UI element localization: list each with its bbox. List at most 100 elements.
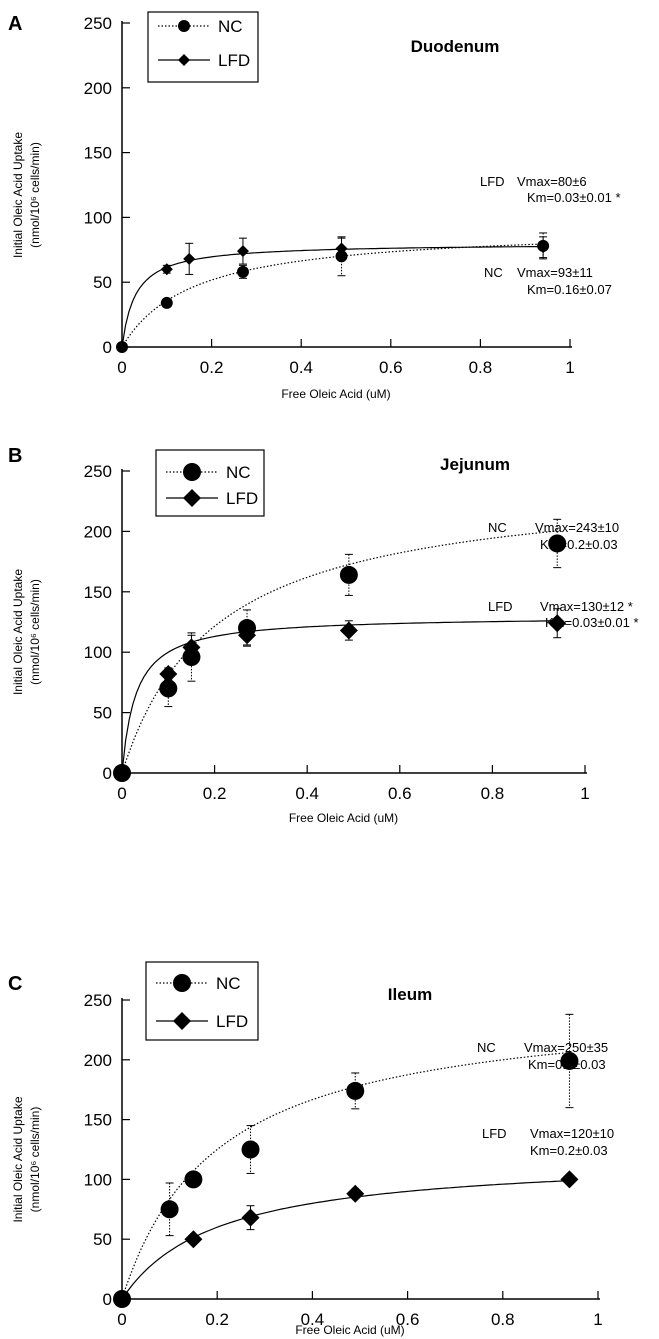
legend-marker-lfd: [183, 489, 201, 507]
x-tick-label: 0.2: [205, 1310, 229, 1329]
kinetics-annotation-nc: NC Vmax=250±35 Km=0.2±0.03: [477, 1040, 608, 1072]
panel-letter: B: [8, 445, 22, 467]
data-point-nc: [241, 1140, 260, 1159]
panel-title: Jejunum: [440, 455, 510, 474]
annotation-vmax: Vmax=93±11: [517, 265, 593, 280]
data-point-lfd: [548, 614, 567, 633]
panel-letter: C: [8, 973, 22, 995]
x-tick-label: 0.8: [481, 784, 505, 803]
y-tick-label: 200: [84, 1051, 112, 1070]
annotation-km: Km=0.16±0.07: [527, 282, 612, 297]
x-axis-label: Free Oleic Acid (uM): [289, 811, 398, 825]
data-point-nc: [548, 534, 567, 553]
data-point-lfd: [335, 242, 348, 255]
panel-c: C Ileum 0 50 100 150 200 250 0 0.2 0.4 0.6 0.8 1 Free …: [8, 961, 614, 1337]
data-point-nc: [560, 1051, 579, 1070]
annotation-group-label: LFD: [480, 174, 505, 189]
y-tick-label: 0: [103, 1290, 112, 1309]
y-tick-label: 200: [84, 79, 112, 98]
y-tick-label: 150: [84, 583, 112, 602]
x-tick-label: 0.2: [203, 784, 227, 803]
legend-label-lfd: LFD: [226, 489, 258, 508]
panel-letter: A: [8, 13, 22, 35]
x-tick-label: 0.2: [200, 358, 224, 377]
legend: NC LFD: [147, 11, 259, 83]
data-point-lfd: [116, 341, 128, 353]
legend-label-nc: NC: [218, 17, 243, 36]
data-point-lfd: [339, 621, 358, 640]
x-tick-label: 1: [565, 358, 574, 377]
fit-curve-lfd: [121, 245, 544, 348]
legend-marker-nc: [183, 463, 201, 481]
data-point-nc: [236, 265, 249, 278]
y-axis-label: Initial Oleic Acid Uptake (nmol/10⁶ cells…: [11, 569, 42, 695]
data-point-lfd: [160, 263, 173, 276]
kinetics-annotation-nc: NC Vmax=243±10 Km=0.2±0.03: [488, 520, 619, 552]
data-point-nc: [346, 1081, 365, 1100]
x-tick-label: 0: [117, 358, 126, 377]
legend-label-lfd: LFD: [218, 51, 250, 70]
panel-title: Ileum: [388, 985, 432, 1004]
legend-label-nc: NC: [226, 463, 251, 482]
data-point-lfd: [241, 1208, 260, 1227]
x-axis-label: Free Oleic Acid (uM): [295, 1323, 404, 1337]
annotation-km: Km=0.2±0.03: [528, 1057, 606, 1072]
y-tick-label: 0: [103, 764, 112, 783]
annotation-vmax: Vmax=130±12 *: [540, 599, 633, 614]
data-point-lfd: [113, 1290, 131, 1308]
legend-box: [147, 11, 259, 83]
x-tick-label: 0.8: [469, 358, 493, 377]
y-axis-label: Initial Oleic Acid Uptake (nmol/10⁶ cells…: [11, 132, 42, 258]
x-axis-label: Free Oleic Acid (uM): [281, 387, 390, 401]
x-tick-label: 0: [117, 784, 126, 803]
x-tick-label: 0.4: [295, 784, 319, 803]
y-tick-label: 250: [84, 462, 112, 481]
y-tick-label: 50: [93, 273, 112, 292]
x-tick-label: 0.6: [388, 784, 412, 803]
data-point-nc: [159, 679, 178, 698]
annotation-group-label: NC: [484, 265, 503, 280]
legend-marker-lfd: [178, 54, 190, 66]
legend-marker-nc: [178, 20, 190, 32]
data-point-nc: [160, 1200, 179, 1219]
kinetics-annotation-lfd: LFD Vmax=120±10 Km=0.2±0.03: [482, 1126, 614, 1158]
y-axis-label: Initial Oleic Acid Uptake (nmol/10⁶ cells…: [11, 1096, 42, 1222]
legend-label-lfd: LFD: [216, 1012, 248, 1031]
y-tick-label: 150: [84, 1111, 112, 1130]
x-tick-label: 0: [117, 1310, 126, 1329]
annotation-vmax: Vmax=80±6: [517, 174, 587, 189]
data-point-lfd: [537, 241, 550, 254]
legend-marker-lfd: [173, 1012, 191, 1030]
legend-label-nc: NC: [216, 974, 241, 993]
data-point-lfd: [159, 664, 178, 683]
legend: NC LFD: [155, 449, 265, 517]
y-tick-label: 100: [84, 1170, 112, 1189]
y-tick-label: 200: [84, 522, 112, 541]
annotation-group-label: NC: [477, 1040, 496, 1055]
x-tick-label: 1: [580, 784, 589, 803]
data-point-lfd: [183, 252, 196, 265]
data-point-nc: [184, 1170, 203, 1189]
fit-curve-lfd: [121, 620, 558, 774]
kinetics-annotation-lfd: LFD Vmax=130±12 *Km=0.03±0.01 *: [488, 599, 639, 630]
fit-curve-nc: [121, 1051, 570, 1300]
annotation-vmax: Vmax=243±10: [535, 520, 619, 535]
legend-box: [155, 449, 265, 517]
legend-marker-nc: [173, 974, 191, 992]
annotation-km: Km=0.03±0.01 *: [545, 615, 639, 630]
x-tick-label: 0.6: [379, 358, 403, 377]
x-tick-label: 0.6: [396, 1310, 420, 1329]
annotation-group-label: LFD: [482, 1126, 507, 1141]
annotation-km: Km=0.2±0.03: [540, 537, 618, 552]
annotation-km: Km=0.2±0.03: [530, 1143, 608, 1158]
panel-a: A Duodenum 0 50 100 150 200 250 0 0.2 0.4 0.6 0.8 1 Fr…: [8, 11, 621, 401]
y-tick-label: 250: [84, 14, 112, 33]
data-point-lfd: [236, 245, 249, 258]
data-point-lfd: [238, 626, 257, 645]
data-point-nc: [160, 296, 173, 309]
annotation-group-label: NC: [488, 520, 507, 535]
data-point-nc: [339, 565, 358, 584]
kinetics-annotation-nc: NC Vmax=93±11 Km=0.16±0.07: [484, 265, 612, 297]
panel-title: Duodenum: [411, 37, 500, 56]
